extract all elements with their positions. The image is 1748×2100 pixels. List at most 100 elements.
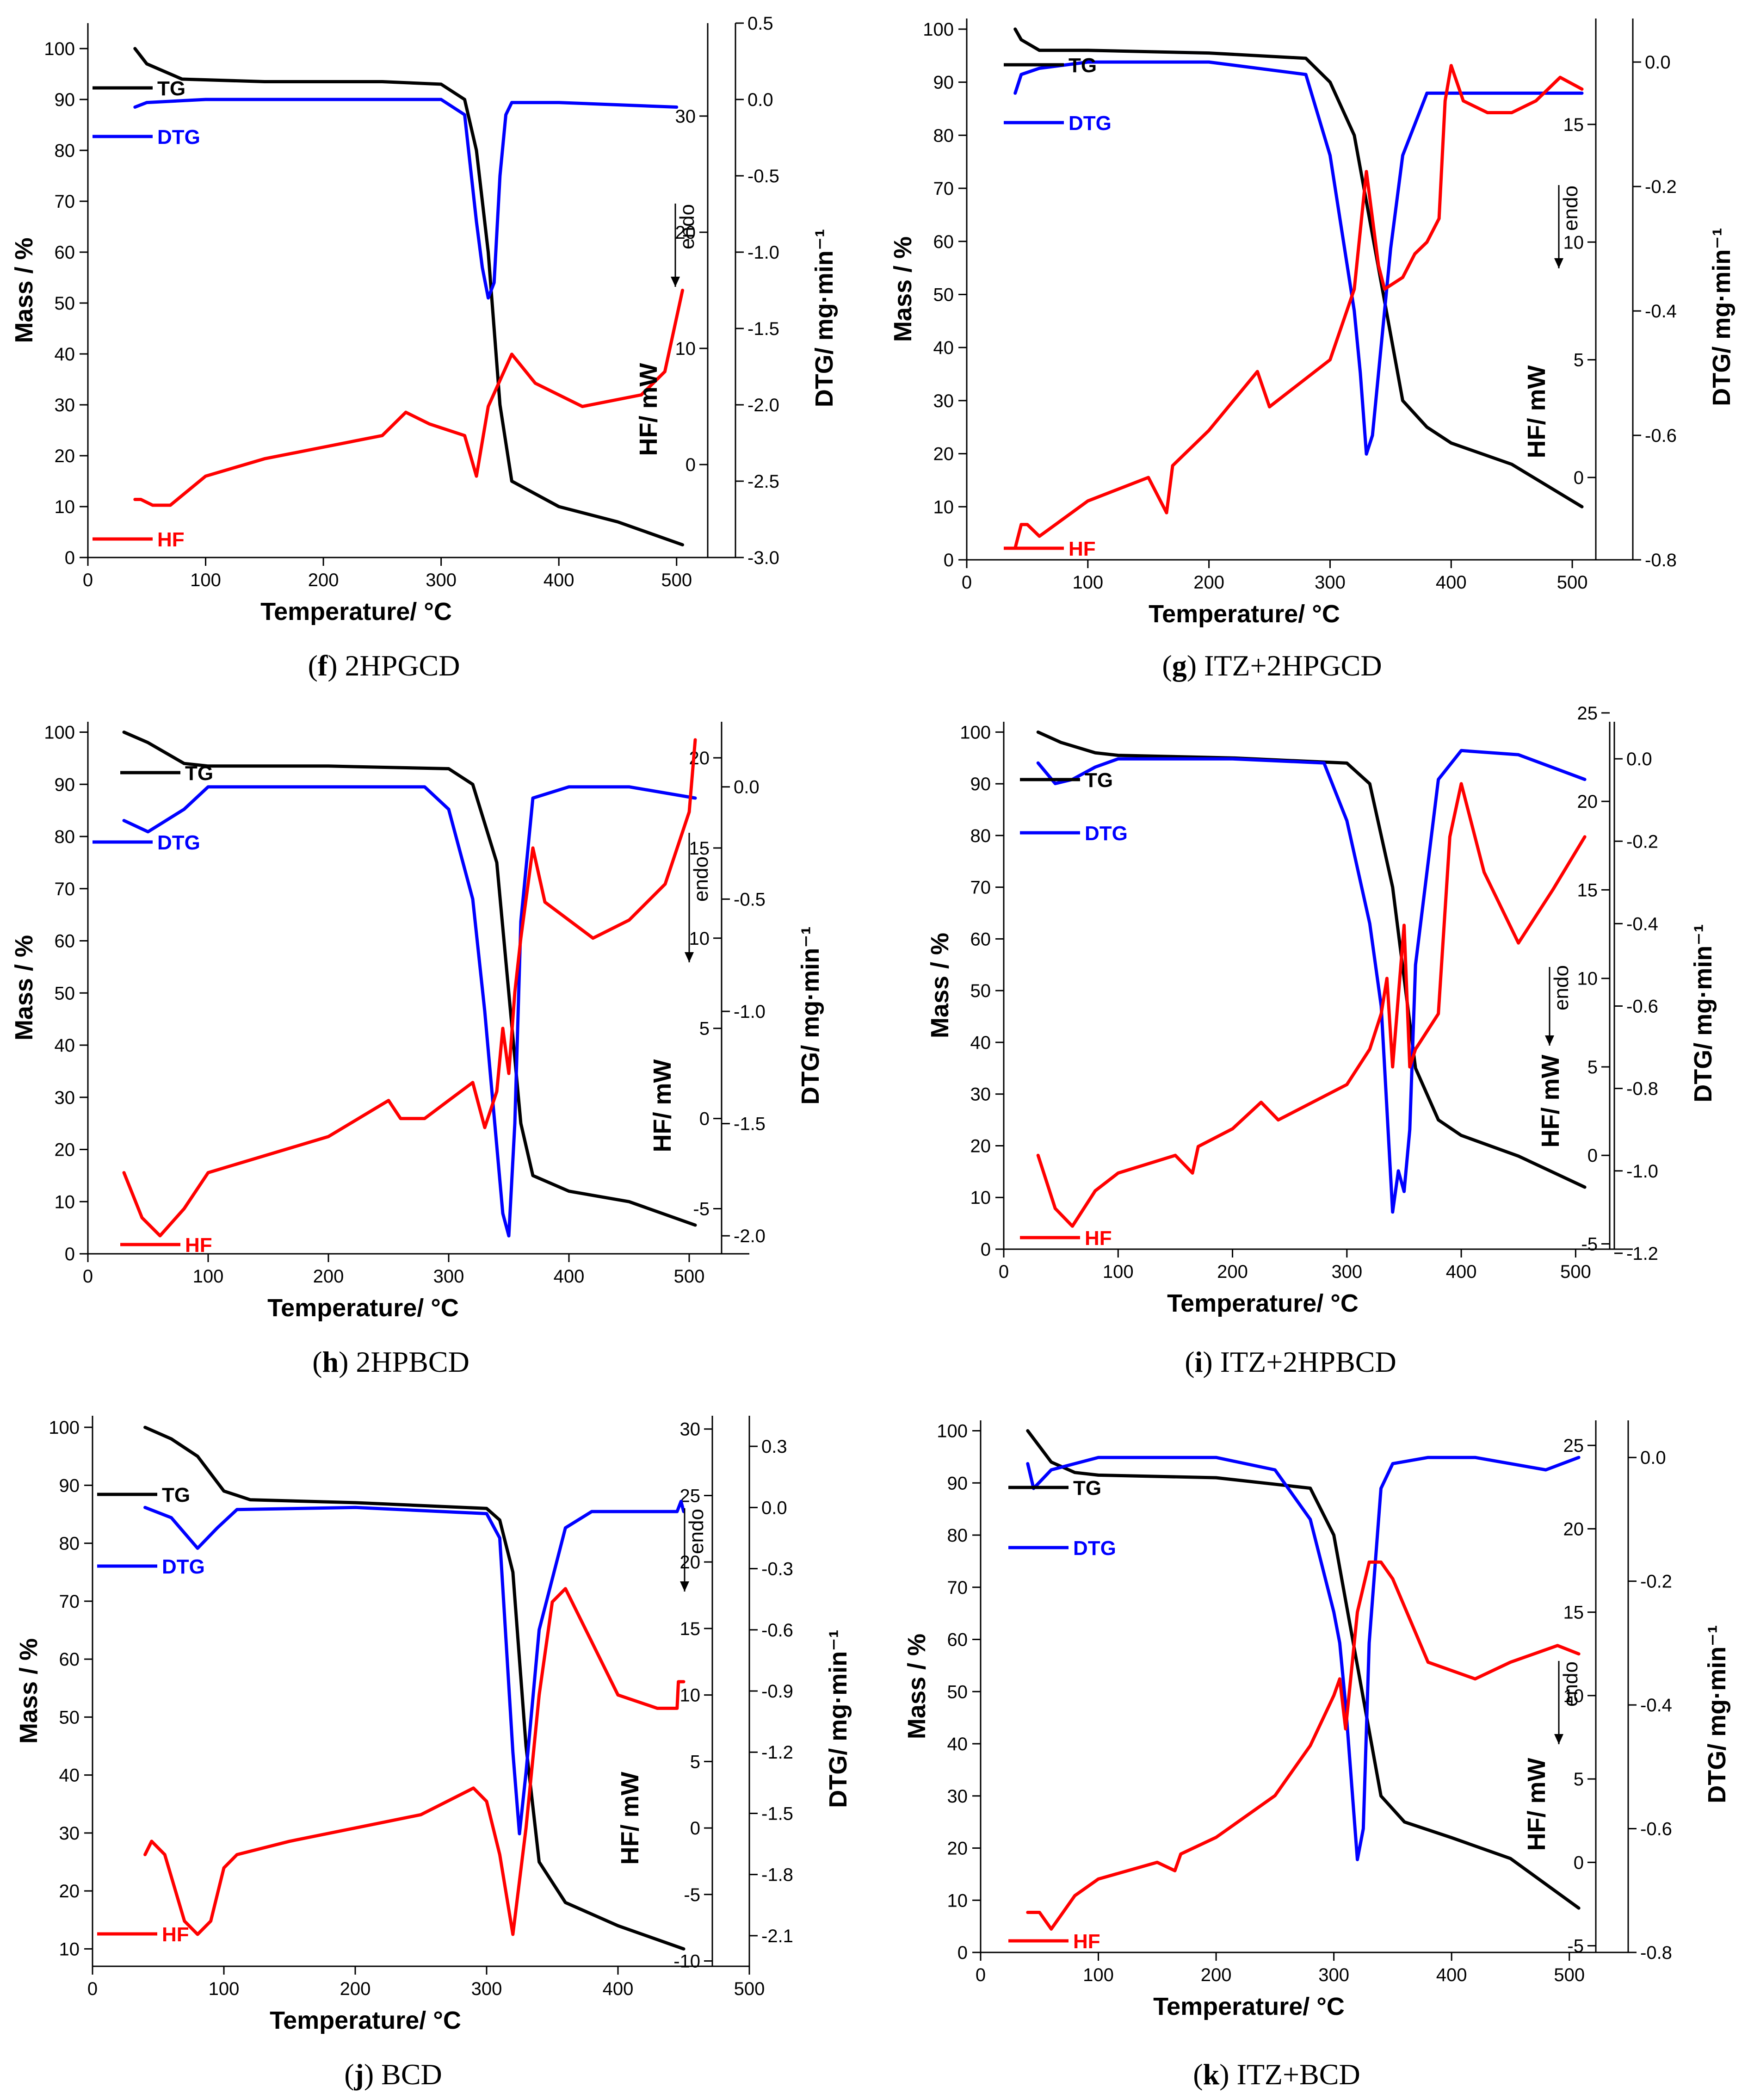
x-axis-title: Temperature/ °C bbox=[1149, 600, 1340, 628]
hf-tick-label: 15 bbox=[689, 838, 710, 859]
dtg-tick-label: 0.0 bbox=[1626, 749, 1652, 769]
mass-axis-title: Mass / % bbox=[926, 933, 954, 1038]
x-tick-label: 500 bbox=[1560, 1262, 1591, 1282]
dtg-tick-label: 0.0 bbox=[1645, 52, 1671, 73]
endo-label: endo bbox=[1559, 1661, 1582, 1707]
x-tick-label: 100 bbox=[1072, 572, 1103, 593]
chart-caption: (g) ITZ+2HPGCD bbox=[1162, 649, 1382, 682]
endo-label: endo bbox=[1559, 186, 1582, 231]
mass-tick-label: 20 bbox=[933, 444, 954, 465]
mass-tick-label: 80 bbox=[970, 826, 991, 846]
x-axis-title: Temperature/ °C bbox=[1167, 1289, 1359, 1317]
legend-label-tg: TG bbox=[1085, 769, 1113, 792]
hf-tick-label: 10 bbox=[1577, 969, 1598, 989]
dtg-tick-label: 0.0 bbox=[747, 90, 773, 110]
mass-tick-label: 0 bbox=[944, 550, 954, 570]
chart-caption: (j) BCD bbox=[344, 2058, 442, 2091]
mass-tick-label: 50 bbox=[970, 981, 991, 1001]
dtg-tick-label: -0.8 bbox=[1645, 550, 1677, 570]
dtg-tick-label: -1.5 bbox=[747, 319, 779, 339]
dtg-tick-label: -1.0 bbox=[1626, 1161, 1658, 1182]
endo-arrowhead bbox=[671, 277, 680, 287]
endo-arrowhead bbox=[680, 1581, 689, 1592]
mass-tick-label: 100 bbox=[923, 19, 954, 40]
dtg-tick-label: 0.0 bbox=[761, 1498, 787, 1518]
dtg-tick-label: -0.4 bbox=[1640, 1695, 1672, 1716]
dtg-tick-label: -2.0 bbox=[747, 395, 779, 415]
dtg-tick-label: -0.8 bbox=[1640, 1943, 1672, 1963]
mass-tick-label: 70 bbox=[55, 879, 75, 899]
hf-tick-label: 15 bbox=[1563, 1603, 1584, 1623]
mass-tick-label: 20 bbox=[55, 446, 75, 466]
endo-label: endo bbox=[690, 856, 712, 902]
mass-tick-label: 10 bbox=[55, 497, 75, 517]
legend-label-hf: HF bbox=[1069, 538, 1096, 560]
hf-tick-label: 0 bbox=[1574, 468, 1584, 488]
dtg-tick-label: -0.6 bbox=[1626, 997, 1658, 1017]
x-tick-label: 300 bbox=[1318, 1965, 1349, 1985]
mass-tick-label: 60 bbox=[947, 1630, 968, 1650]
legend-label-dtg: DTG bbox=[157, 126, 200, 149]
x-tick-label: 0 bbox=[999, 1262, 1009, 1282]
x-tick-label: 0 bbox=[83, 1266, 93, 1287]
mass-tick-label: 50 bbox=[55, 293, 75, 314]
mass-tick-label: 10 bbox=[970, 1188, 991, 1208]
mass-tick-label: 10 bbox=[947, 1890, 968, 1911]
dtg-tick-label: -0.2 bbox=[1626, 831, 1658, 852]
hf-tick-label: 20 bbox=[680, 1552, 701, 1573]
legend-label-hf: HF bbox=[162, 1923, 189, 1946]
x-tick-label: 400 bbox=[1436, 1965, 1467, 1985]
x-axis-title: Temperature/ °C bbox=[260, 598, 452, 626]
x-tick-label: 100 bbox=[193, 1266, 224, 1287]
endo-arrowhead bbox=[1545, 1035, 1554, 1046]
hf-tick-label: 20 bbox=[675, 223, 696, 243]
mass-tick-label: 90 bbox=[55, 90, 75, 110]
mass-tick-label: 70 bbox=[933, 179, 954, 199]
mass-tick-label: 0 bbox=[65, 548, 75, 568]
dtg-curve bbox=[122, 785, 697, 1238]
x-tick-label: 200 bbox=[308, 570, 339, 590]
dtg-tick-label: -0.4 bbox=[1645, 301, 1677, 322]
x-axis-title: Temperature/ °C bbox=[270, 2007, 461, 2034]
hf-tick-label: -10 bbox=[673, 1951, 700, 1972]
hf-tick-label: 5 bbox=[690, 1752, 700, 1772]
legend-label-hf: HF bbox=[1073, 1930, 1100, 1953]
hf-curve bbox=[1013, 64, 1584, 550]
legend-label-dtg: DTG bbox=[1069, 112, 1112, 135]
hf-tick-label: 15 bbox=[1577, 880, 1598, 900]
hf-tick-label: -5 bbox=[1581, 1234, 1598, 1255]
mass-tick-label: 100 bbox=[960, 722, 991, 743]
endo-arrowhead bbox=[1554, 1734, 1563, 1744]
hf-tick-label: 10 bbox=[680, 1685, 701, 1706]
endo-label: endo bbox=[685, 1509, 708, 1554]
dtg-tick-label: -1.2 bbox=[761, 1742, 793, 1763]
hf-axis-title: HF/ mW bbox=[635, 363, 662, 456]
dtg-tick-label: -0.6 bbox=[761, 1620, 793, 1641]
hf-curve bbox=[1026, 1560, 1581, 1931]
dtg-tick-label: -0.2 bbox=[1640, 1572, 1672, 1592]
hf-axis-title: HF/ mW bbox=[1523, 1758, 1550, 1851]
x-tick-label: 0 bbox=[87, 1979, 98, 1999]
mass-tick-label: 40 bbox=[55, 1035, 75, 1056]
mass-tick-label: 10 bbox=[933, 497, 954, 517]
dtg-tick-label: 0.5 bbox=[747, 13, 773, 34]
mass-tick-label: 50 bbox=[947, 1682, 968, 1702]
legend-label-hf: HF bbox=[1085, 1227, 1112, 1250]
x-tick-label: 0 bbox=[976, 1965, 986, 1985]
legend-label-hf: HF bbox=[157, 528, 185, 551]
mass-tick-label: 50 bbox=[55, 983, 75, 1004]
hf-curve bbox=[122, 738, 697, 1238]
mass-tick-label: 40 bbox=[947, 1734, 968, 1754]
x-tick-label: 400 bbox=[1436, 572, 1467, 593]
chart-j: 0 100 200 300 400 500102030405060708090100-10… bbox=[15, 1416, 852, 2091]
mass-axis-title: Mass / % bbox=[903, 1634, 931, 1739]
dtg-axis-title: DTG/ mg·min⁻¹ bbox=[1708, 228, 1736, 406]
hf-tick-label: 0 bbox=[1587, 1146, 1598, 1166]
x-tick-label: 500 bbox=[661, 570, 692, 590]
hf-tick-label: -5 bbox=[684, 1885, 700, 1905]
mass-tick-label: 20 bbox=[55, 1140, 75, 1160]
x-axis-title: Temperature/ °C bbox=[1153, 1993, 1345, 2020]
x-tick-label: 200 bbox=[1201, 1965, 1232, 1985]
hf-axis-title: HF/ mW bbox=[1537, 1054, 1564, 1147]
legend-label-dtg: DTG bbox=[162, 1555, 205, 1578]
